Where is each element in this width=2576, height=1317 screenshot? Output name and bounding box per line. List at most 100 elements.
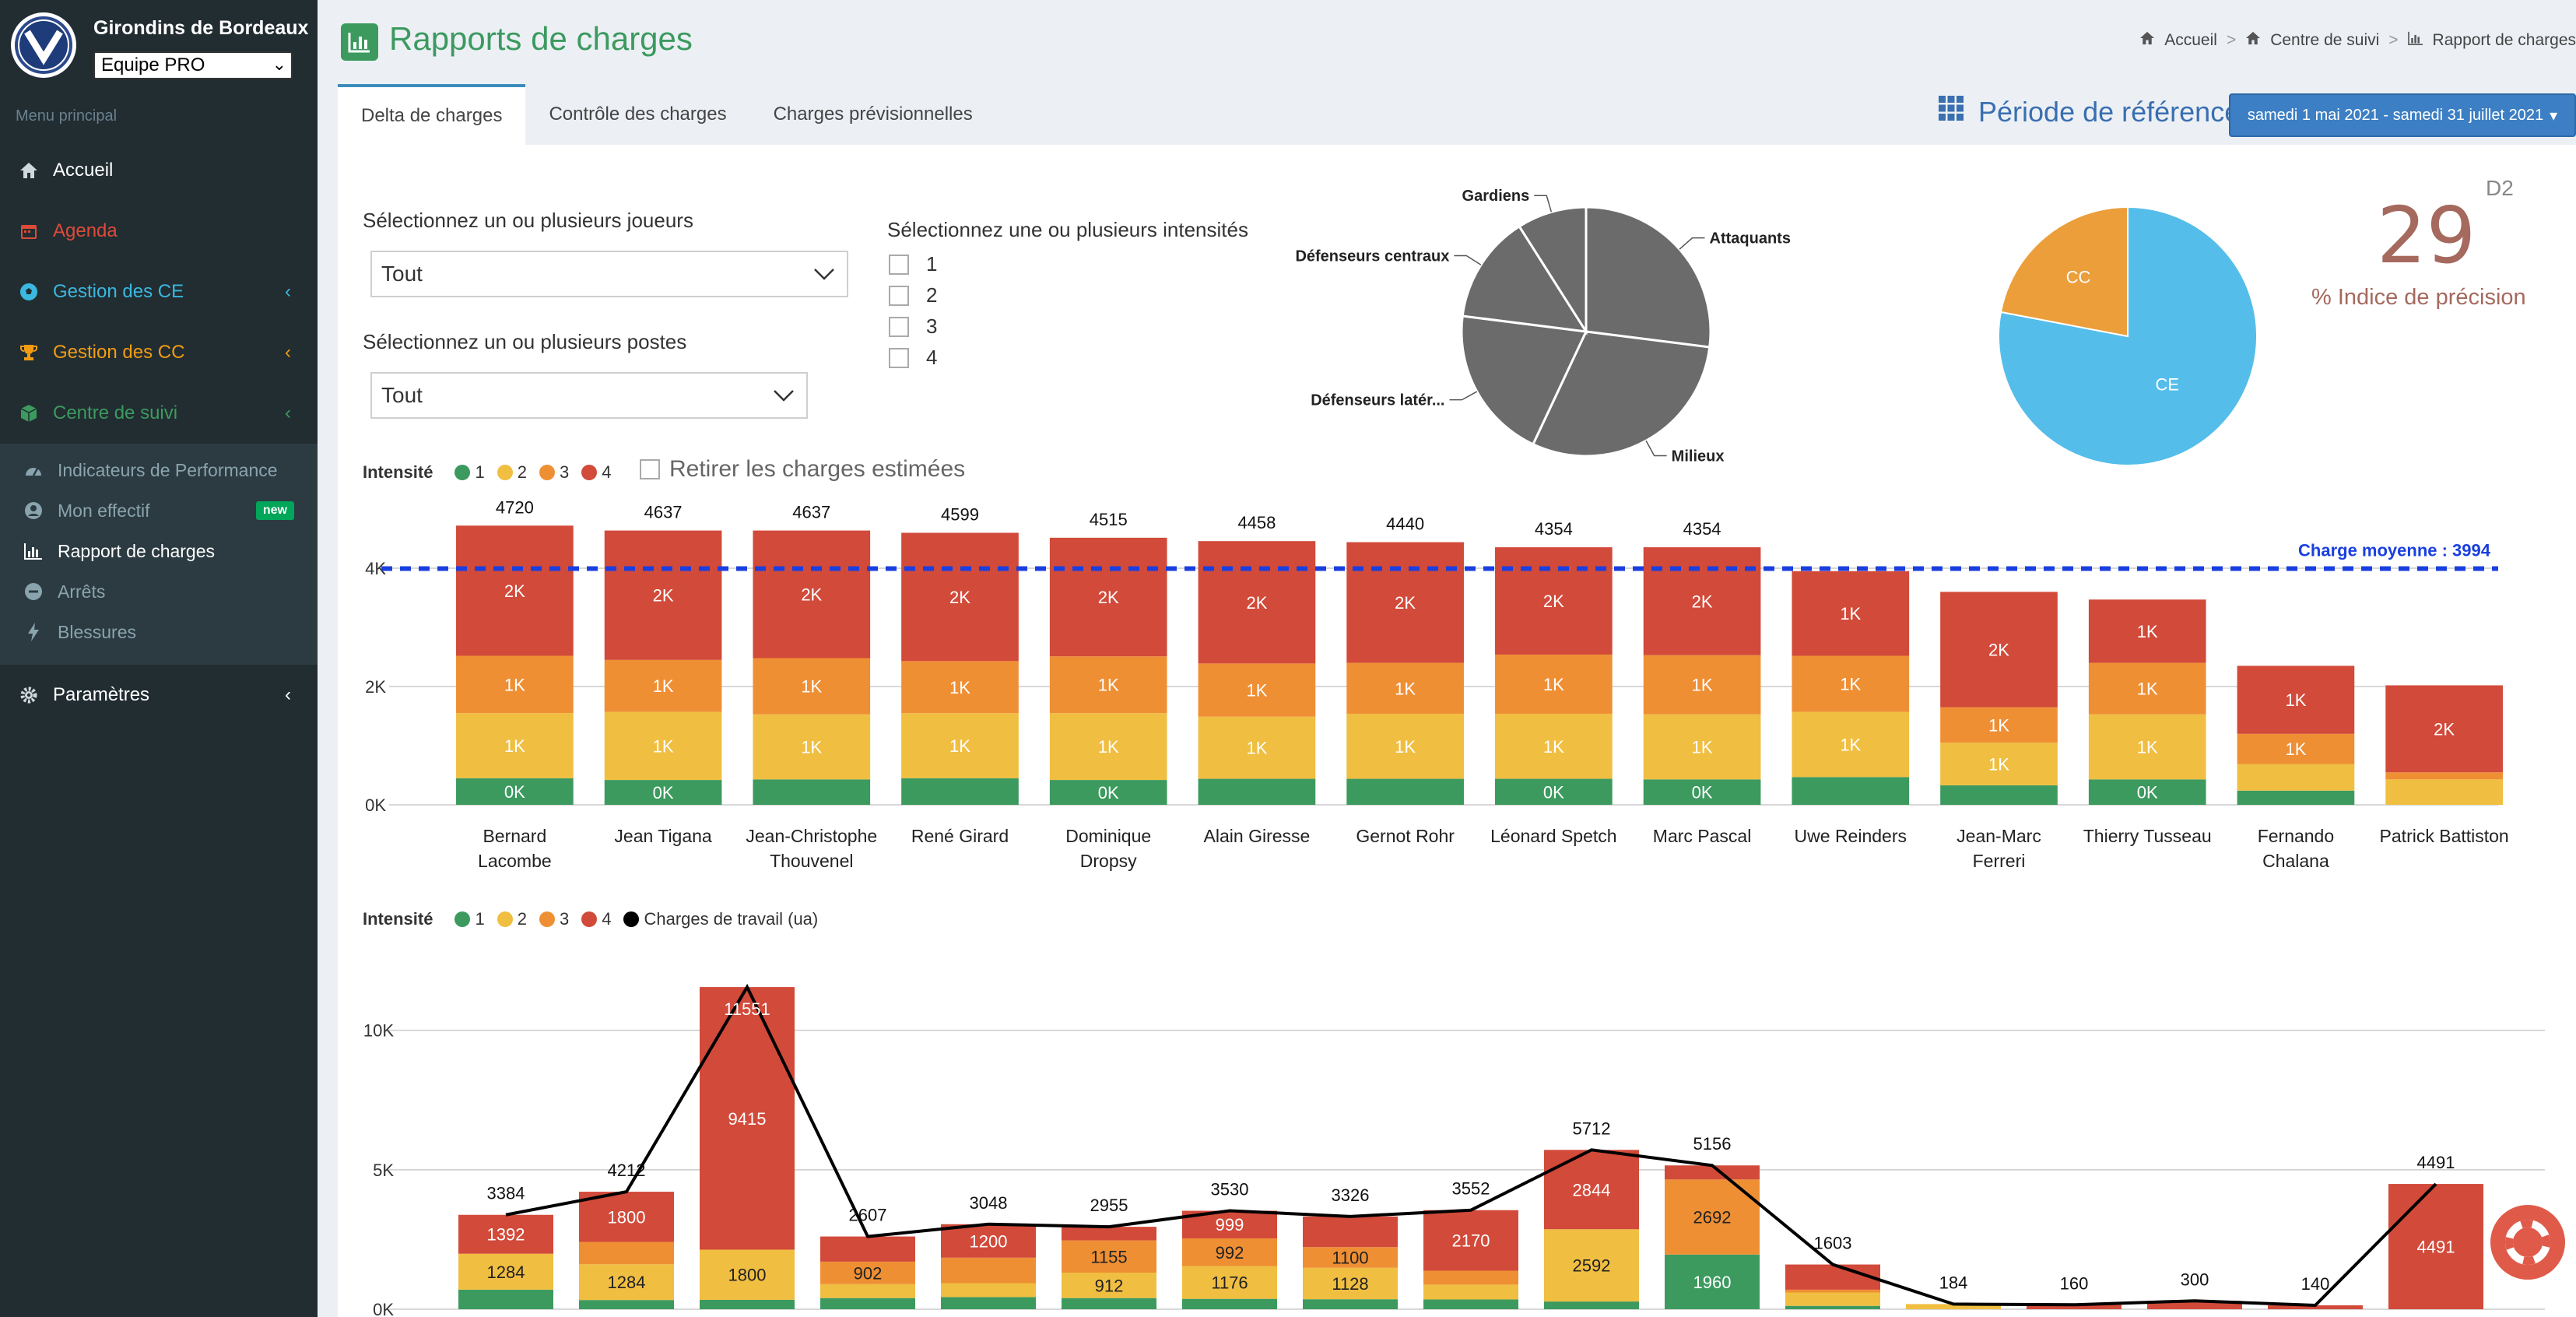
bar-segment-label: 1K [2137,680,2158,699]
team-select-value: Equipe PRO [101,54,205,76]
bar-segment [1062,1240,1156,1273]
tab-delta-de-charges[interactable]: Delta de charges [338,84,526,145]
bar-segment-label: 1K [1246,681,1267,701]
bar-segment-label: 2K [1692,592,1713,611]
bar-segment-label: 1K [949,736,970,756]
bar-total-label: 4491 [2417,1153,2455,1172]
bar-segment-label: 1284 [608,1273,646,1292]
bar-segment [1062,1272,1156,1298]
bar-segment [456,525,574,656]
bar-segment-label: 2K [653,586,674,606]
checkbox[interactable] [889,254,909,275]
bar-total-label: 5712 [1573,1119,1611,1138]
bar-total-label: 4354 [1535,519,1573,539]
bar-segment [700,987,795,1250]
checkbox[interactable] [889,347,909,368]
breadcrumb-item-accueil[interactable]: Accueil [2164,31,2217,49]
sub-item-label: Blessures [58,621,136,642]
bar-chart-icon [23,541,44,561]
bar-segment [1198,778,1316,805]
new-badge: new [255,501,294,520]
tab-controle-des-charges[interactable]: Contrôle des charges [549,104,727,125]
bar-segment [1346,662,1464,714]
bar-segment [1423,1284,1518,1300]
y-tick-label: 0K [365,795,386,815]
pie-label: Défenseurs latér... [1311,392,1444,409]
bar-segment [700,1299,795,1309]
legend-swatch [454,911,471,927]
bar-segment [2088,779,2206,805]
minus-circle-icon [23,581,44,602]
intensity-option-1[interactable]: 1 [889,252,937,276]
checkbox[interactable] [640,459,660,479]
x-category-label: Léonard Spetch [1490,826,1616,846]
bar-segment [2237,666,2355,734]
bar-segment-label: 1128 [1332,1274,1368,1294]
bar-segment-label: 1K [1988,715,2009,735]
bar-segment-label: 1K [1692,676,1713,695]
nav-item-gestion-cc[interactable]: Gestion des CC ‹ [0,322,318,383]
sub-item-arrets[interactable]: Arrêts [0,571,318,612]
bar-segment-label: 1K [1840,675,1861,694]
club-logo[interactable] [11,12,76,78]
intensity-option-4[interactable]: 4 [889,346,937,370]
precision-index-value: 29 [2377,190,2476,281]
bar-segment [1062,1298,1156,1309]
nav-item-agenda[interactable]: Agenda [0,201,318,262]
nav-item-centre-de-suivi[interactable]: Centre de suivi ‹ [0,383,318,444]
retirer-estimees-toggle[interactable]: Retirer les charges estimées [640,456,965,483]
sub-item-mon-effectif[interactable]: Mon effectif new [0,490,318,531]
intensity-option-3[interactable]: 3 [889,314,937,339]
bar-segment [1940,707,2058,743]
bar-segment [2027,1305,2122,1309]
positions-dropdown[interactable]: Tout [370,372,808,419]
bar-segment-label: 2K [949,588,970,607]
sub-item-indicateurs[interactable]: Indicateurs de Performance [0,450,318,490]
chevron-down-icon: ⌄ [272,54,286,74]
page-title: Rapports de charges [389,20,693,57]
pie-label: Milieux [1672,448,1725,465]
players-dropdown[interactable]: Tout [370,251,848,297]
bar-segment [2385,779,2503,805]
home-icon [2139,31,2155,50]
bar-segment-label: 2K [1098,588,1119,607]
bar-segment [901,713,1019,778]
checkbox[interactable] [889,316,909,337]
nav-item-gestion-ce[interactable]: Gestion des CE ‹ [0,262,318,322]
sub-item-rapport-de-charges[interactable]: Rapport de charges [0,531,318,571]
bar-segment-label: 2K [504,581,525,601]
bar-segment [820,1261,915,1284]
bar-segment [1544,1301,1639,1309]
tab-charges-previsionnelles[interactable]: Charges prévisionnelles [773,104,973,125]
bar-segment-label: 1K [949,678,970,697]
pie-slice [1998,205,2258,466]
bar-segment-label: 1K [1988,755,2009,774]
bar-total-label: 4440 [1386,515,1424,534]
legend-title: Intensité [363,909,433,929]
bar-segment [1785,1292,1880,1306]
breadcrumb-item-centre-de-suivi[interactable]: Centre de suivi [2270,31,2380,49]
sub-item-label: Rapport de charges [58,540,216,561]
pie-label: Attaquants [1710,230,1791,248]
bar-segment [604,711,722,781]
dashboard-icon [23,460,44,480]
intensity-option-2[interactable]: 2 [889,283,937,307]
bar-segment-label: 0K [504,782,525,802]
bar-segment [941,1297,1036,1309]
reference-period-dropdown[interactable]: samedi 1 mai 2021 - samedi 31 juillet 20… [2229,93,2576,137]
positions-dropdown-value: Tout [381,383,423,407]
sub-item-label: Mon effectif [58,500,150,521]
bar-segment [753,658,871,715]
bar-segment [2147,1301,2242,1309]
bar-segment [1198,663,1316,717]
bar-segment-label: 1K [2285,739,2306,759]
sub-item-blessures[interactable]: Blessures [0,612,318,652]
pie-label: Défenseurs centraux [1295,248,1449,265]
team-select[interactable]: Equipe PRO ⌄ [93,51,293,79]
bar-segment [456,778,574,805]
nav-item-accueil[interactable]: Accueil [0,140,318,201]
checkbox[interactable] [889,285,909,306]
bar-segment-label: 0K [1098,783,1119,802]
help-button[interactable] [2490,1205,2565,1280]
nav-item-parametres[interactable]: Paramètres ‹ [0,665,318,725]
